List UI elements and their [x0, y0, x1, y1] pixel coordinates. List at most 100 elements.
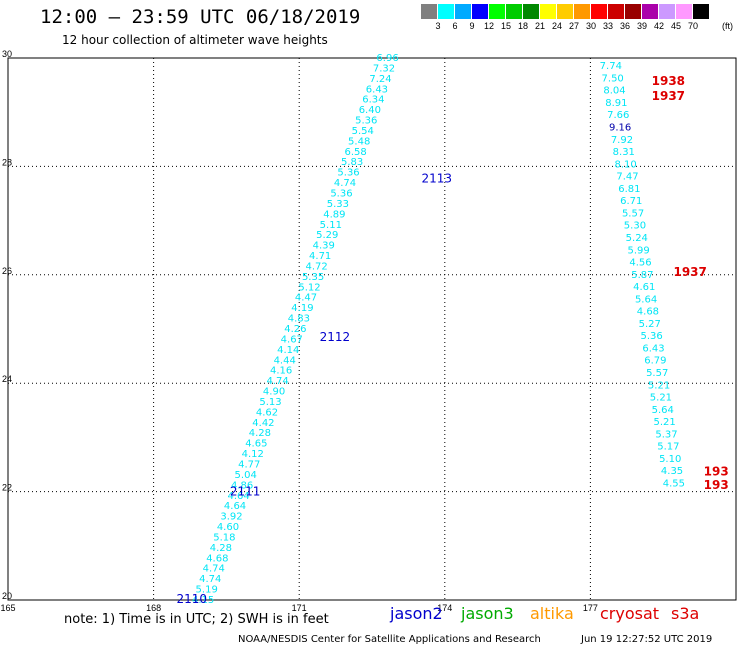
lat-tick-label: 26 [2, 266, 12, 276]
legend-label: 70 [687, 21, 698, 31]
wave-height-value: 4.74 [199, 574, 221, 585]
wave-height-value: 5.54 [352, 126, 374, 137]
wave-height-value: 5.57 [646, 368, 668, 379]
credit-line: NOAA/NESDIS Center for Satellite Applica… [238, 634, 541, 645]
wave-height-value: 8.04 [603, 86, 625, 97]
legend-swatch [506, 4, 523, 19]
wave-height-value: 5.13 [259, 397, 281, 408]
legend-swatch [455, 4, 472, 19]
wave-height-value: 7.74 [600, 61, 622, 72]
lat-tick-label: 24 [2, 374, 12, 384]
wave-height-value: 8.91 [605, 98, 627, 109]
wave-height-value: 7.32 [373, 63, 395, 74]
legend-label: 27 [568, 21, 579, 31]
wave-height-value: 4.26 [284, 324, 306, 335]
map-frame [7, 57, 737, 601]
lat-tick-label: 22 [2, 483, 12, 493]
wave-height-value: 6.79 [644, 356, 666, 367]
lon-tick-label: 171 [292, 603, 307, 613]
legend-label: 21 [534, 21, 545, 31]
wave-height-value: 4.83 [288, 314, 310, 325]
wave-height-value: 5.12 [298, 282, 320, 293]
legend-swatch [472, 4, 489, 19]
wave-height-value: 4.89 [323, 209, 345, 220]
wave-height-value: 5.21 [653, 417, 675, 428]
wave-height-value: 4.86 [231, 480, 253, 491]
generated-timestamp: Jun 19 12:27:52 UTC 2019 [581, 634, 713, 645]
wave-height-value: 6.34 [362, 95, 384, 106]
wave-height-value: 5.36 [355, 116, 377, 127]
lon-tick-label: 165 [0, 603, 15, 613]
pass-time-label: 2113 [422, 171, 453, 185]
wave-height-value: 5.10 [659, 454, 681, 465]
legend-label: 42 [653, 21, 664, 31]
mission-cryosat: cryosat [600, 604, 660, 623]
wave-height-value: 4.39 [313, 241, 335, 252]
wave-height-value: 8.10 [615, 159, 637, 170]
legend-label: 24 [551, 21, 562, 31]
wave-height-value: 4.74 [334, 178, 356, 189]
wave-height-value: 8.31 [613, 147, 635, 158]
mission-altika: altika [530, 604, 574, 623]
wave-height-value: 4.15 [192, 595, 214, 606]
wave-height-value: 5.29 [316, 230, 338, 241]
legend-label: 33 [602, 21, 613, 31]
wave-height-value: 4.74 [203, 564, 225, 575]
wave-height-value: 5.99 [628, 245, 650, 256]
wave-height-value: 5.36 [330, 189, 352, 200]
legend-label: 18 [517, 21, 528, 31]
wave-height-value: 6.96 [376, 53, 398, 64]
lat-tick-label: 30 [2, 49, 12, 59]
legend-swatch [676, 4, 693, 19]
wave-height-value: 5.48 [348, 136, 370, 147]
wave-height-value: 5.21 [648, 380, 670, 391]
wave-height-value: 4.68 [637, 307, 659, 318]
map-subtitle: 12 hour collection of altimeter wave hei… [62, 33, 328, 47]
wave-height-value: 7.50 [602, 73, 624, 84]
wave-height-value: 5.30 [624, 221, 646, 232]
legend-label: 12 [483, 21, 494, 31]
wave-height-value: 4.71 [309, 251, 331, 262]
wave-height-value: 4.12 [242, 449, 264, 460]
mission-jason2: jason2 [390, 604, 443, 623]
legend-swatch [659, 4, 676, 19]
pass-time-label: 193 [704, 478, 729, 492]
map-title: 12:00 – 23:59 UTC 06/18/2019 [40, 6, 361, 28]
wave-height-value: 5.64 [652, 405, 674, 416]
mission-s3a: s3a [671, 604, 700, 623]
legend-label: 3 [435, 21, 441, 31]
wave-height-value: 5.64 [635, 294, 657, 305]
lon-tick-label: 168 [146, 603, 161, 613]
wave-height-value: 5.24 [626, 233, 648, 244]
legend-swatch [438, 4, 455, 19]
legend-label: 30 [585, 21, 596, 31]
wave-height-value: 4.67 [281, 334, 303, 345]
lat-tick-label: 28 [2, 157, 12, 167]
wave-height-value: 5.83 [341, 157, 363, 168]
wave-height-value: 4.14 [277, 345, 299, 356]
wave-height-value: 4.64 [224, 501, 246, 512]
legend-label: 6 [452, 21, 458, 31]
legend-swatch [523, 4, 540, 19]
pass-time-label: 1938 [652, 74, 685, 88]
wave-height-value: 6.81 [618, 184, 640, 195]
legend-swatch [591, 4, 608, 19]
wave-height-value: 4.35 [661, 466, 683, 477]
wave-height-value: 4.44 [274, 355, 296, 366]
lon-tick-label: 174 [437, 603, 452, 613]
wave-height-value: 4.61 [633, 282, 655, 293]
wave-height-value: 4.19 [291, 303, 313, 314]
lat-tick-label: 20 [2, 591, 12, 601]
wave-height-value: 4.42 [252, 418, 274, 429]
lon-tick-label: 177 [583, 603, 598, 613]
pass-time-label: 193 [704, 465, 729, 479]
wave-height-value: 4.72 [305, 261, 327, 272]
wave-height-value: 3.92 [220, 512, 242, 523]
wave-height-value: 5.36 [641, 331, 663, 342]
wave-height-value: 4.77 [238, 460, 260, 471]
wave-height-value: 4.47 [295, 293, 317, 304]
wave-height-value: 7.92 [611, 135, 633, 146]
wave-height-value: 6.43 [366, 84, 388, 95]
legend-label: 45 [670, 21, 681, 31]
wave-height-value: 5.17 [657, 442, 679, 453]
